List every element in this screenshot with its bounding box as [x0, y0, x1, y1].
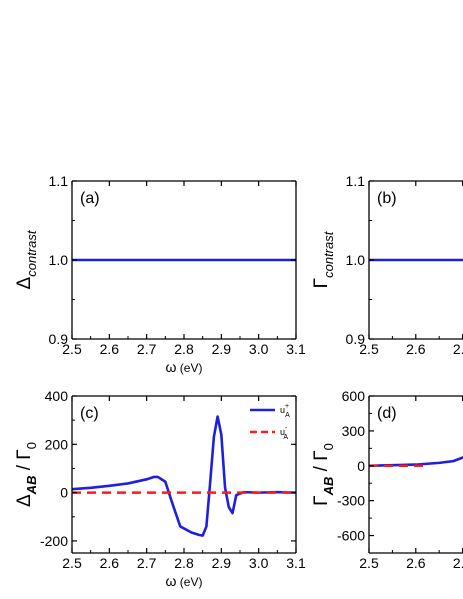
- panel-label: (b): [377, 190, 397, 207]
- legend-label: u+ A: [280, 403, 290, 419]
- x-tick-label: 2.9: [212, 555, 232, 571]
- legend-label: u-A: [280, 425, 288, 441]
- y-axis-title: Δcontrast: [14, 229, 39, 289]
- chart-panel-2: 2.5 2.6 2.7 0.9 1.0 1.1 (b) Γcontrast: [311, 173, 463, 357]
- x-tick-label: 2.7: [453, 555, 463, 571]
- x-tick-label: 3.1: [286, 555, 306, 571]
- series-line-solid: [72, 415, 296, 537]
- x-tick-label: 2.8: [174, 555, 194, 571]
- legend: u+ A u-A: [250, 403, 290, 441]
- y-tick-label: 0: [60, 485, 68, 501]
- y-tick-label: 1.1: [346, 173, 366, 189]
- x-tick-label: 3.0: [249, 341, 269, 357]
- x-axis-title: ω (eV): [166, 359, 203, 375]
- panel-label: (d): [377, 405, 397, 422]
- y-tick-label: 400: [45, 388, 69, 404]
- y-tick-label: 1.0: [49, 252, 69, 268]
- x-tick-label: 2.5: [359, 341, 379, 357]
- x-tick-label: 2.9: [212, 341, 232, 357]
- y-tick-label: -200: [40, 533, 68, 549]
- y-axis-title: ΓAB / Γ0: [311, 443, 336, 506]
- x-tick-label: 2.5: [359, 555, 379, 571]
- y-tick-label: -600: [337, 528, 365, 544]
- axes-frame: [368, 395, 463, 554]
- series-group: [72, 415, 296, 537]
- panel-label: (c): [80, 405, 99, 422]
- x-tick-label: 2.7: [453, 341, 463, 357]
- chart-panel-3: 2.5 2.6 2.7 2.8 2.9 3.0 3.1 -200 0 200 400 (c) ΔAB /…: [14, 388, 306, 589]
- x-axis-title: ω (eV): [166, 573, 203, 589]
- y-tick-label: 1.0: [346, 252, 366, 268]
- series-line-solid: [369, 455, 463, 468]
- x-tick-label: 2.5: [62, 341, 82, 357]
- y-tick-label: 0.9: [49, 331, 69, 347]
- x-tick-label: 2.7: [137, 555, 157, 571]
- x-tick-label: 2.6: [406, 341, 426, 357]
- x-tick-label: 2.6: [100, 555, 120, 571]
- y-tick-label: 1.1: [49, 173, 69, 189]
- x-tick-label: 3.1: [286, 341, 306, 357]
- y-axis-title: Γcontrast: [311, 230, 336, 288]
- x-tick-label: 3.0: [249, 555, 269, 571]
- x-tick-label: 2.5: [62, 555, 82, 571]
- x-tick-label: 2.6: [406, 555, 426, 571]
- y-tick-label: 200: [45, 436, 69, 452]
- x-tick-label: 2.8: [174, 341, 194, 357]
- y-tick-label: 600: [342, 388, 366, 404]
- y-tick-label: 0: [357, 458, 365, 474]
- series-group: [369, 455, 463, 468]
- chart-panel-1: 2.5 2.6 2.7 2.8 2.9 3.0 3.1 0.9 1.0 1.1 (a) Δcontra…: [14, 173, 306, 375]
- y-tick-label: 0.9: [346, 331, 366, 347]
- panel-label: (a): [80, 190, 100, 207]
- x-tick-label: 2.7: [137, 341, 157, 357]
- y-axis-title: ΔAB / Γ0: [14, 442, 39, 507]
- chart-panel-4: 2.5 2.6 2.7 -600 -300 0 300 600 (d) ΓAB / Γ0: [311, 388, 463, 571]
- y-tick-label: -300: [337, 493, 365, 509]
- x-tick-label: 2.6: [100, 341, 120, 357]
- y-tick-label: 300: [342, 423, 366, 439]
